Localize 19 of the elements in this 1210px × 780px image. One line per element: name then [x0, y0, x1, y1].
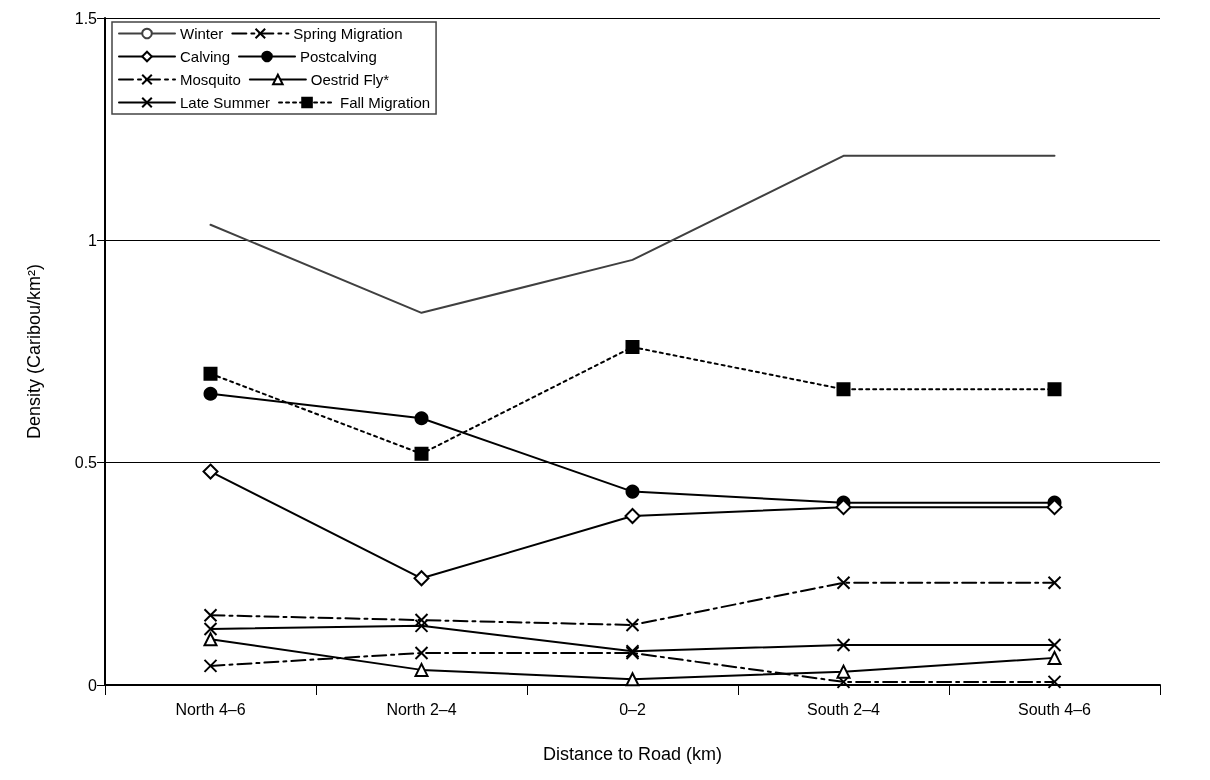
- x-tick-label: South 4–6: [1018, 700, 1092, 718]
- legend-label: Fall Migration: [340, 94, 431, 111]
- legend-label: Spring Migration: [293, 25, 403, 42]
- y-tick-label: 1: [88, 231, 98, 249]
- x-tick-label: North 2–4: [386, 700, 457, 718]
- x-tick-label: North 4–6: [175, 700, 246, 718]
- y-tick-label: 0: [88, 676, 98, 694]
- x-tick-label: 0–2: [619, 700, 646, 718]
- y-axis-title: Density (Caribou/km²): [24, 263, 44, 440]
- legend-label: Calving: [180, 48, 231, 65]
- legend-label: Oestrid Fly*: [310, 71, 390, 88]
- x-tick-label: South 2–4: [807, 700, 881, 718]
- legend-label: Postcalving: [300, 48, 377, 65]
- x-axis-title: Distance to Road (km): [542, 744, 723, 764]
- y-tick-label: 0.5: [74, 454, 98, 472]
- y-tick-label: 1.5: [74, 9, 98, 27]
- legend-label: Winter: [180, 25, 224, 42]
- legend-label: Mosquito: [180, 71, 241, 88]
- legend-label: Late Summer: [180, 94, 271, 111]
